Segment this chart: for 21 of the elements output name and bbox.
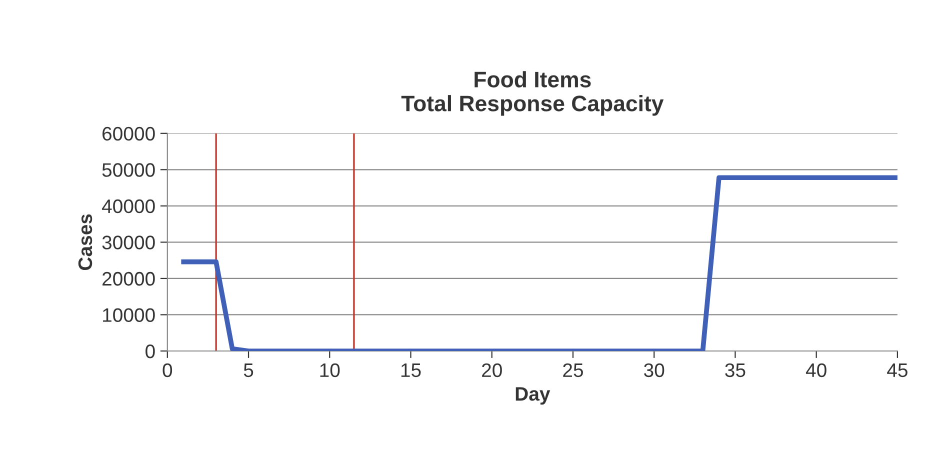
x-tick-label: 25: [563, 363, 583, 378]
y-tick-label: 10000: [103, 308, 155, 322]
line-series: [181, 175, 898, 351]
y-tick-label: 20000: [102, 272, 155, 286]
x-tick-label: 30: [644, 363, 664, 378]
y-axis-title: Cases: [78, 214, 92, 270]
x-tick-label: 5: [244, 364, 254, 378]
x-tick-label: 45: [887, 364, 908, 378]
x-tick-label: 15: [401, 364, 421, 378]
chart-title: Food Items Total Response Capacity: [401, 71, 664, 116]
x-tick-label: 0: [162, 363, 172, 378]
x-tick-label: 35: [725, 363, 746, 378]
x-tick-label: 20: [482, 363, 502, 378]
y-tick-label: 0: [146, 344, 155, 358]
y-tick-label: 60000: [102, 126, 155, 141]
x-tick-label: 40: [806, 363, 826, 378]
x-tick-label: 10: [320, 363, 340, 378]
y-tick-label: 50000: [102, 163, 155, 177]
x-axis-title: Day: [516, 387, 550, 405]
y-tick-label: 40000: [102, 199, 155, 214]
y-tick-label: 30000: [102, 236, 155, 250]
